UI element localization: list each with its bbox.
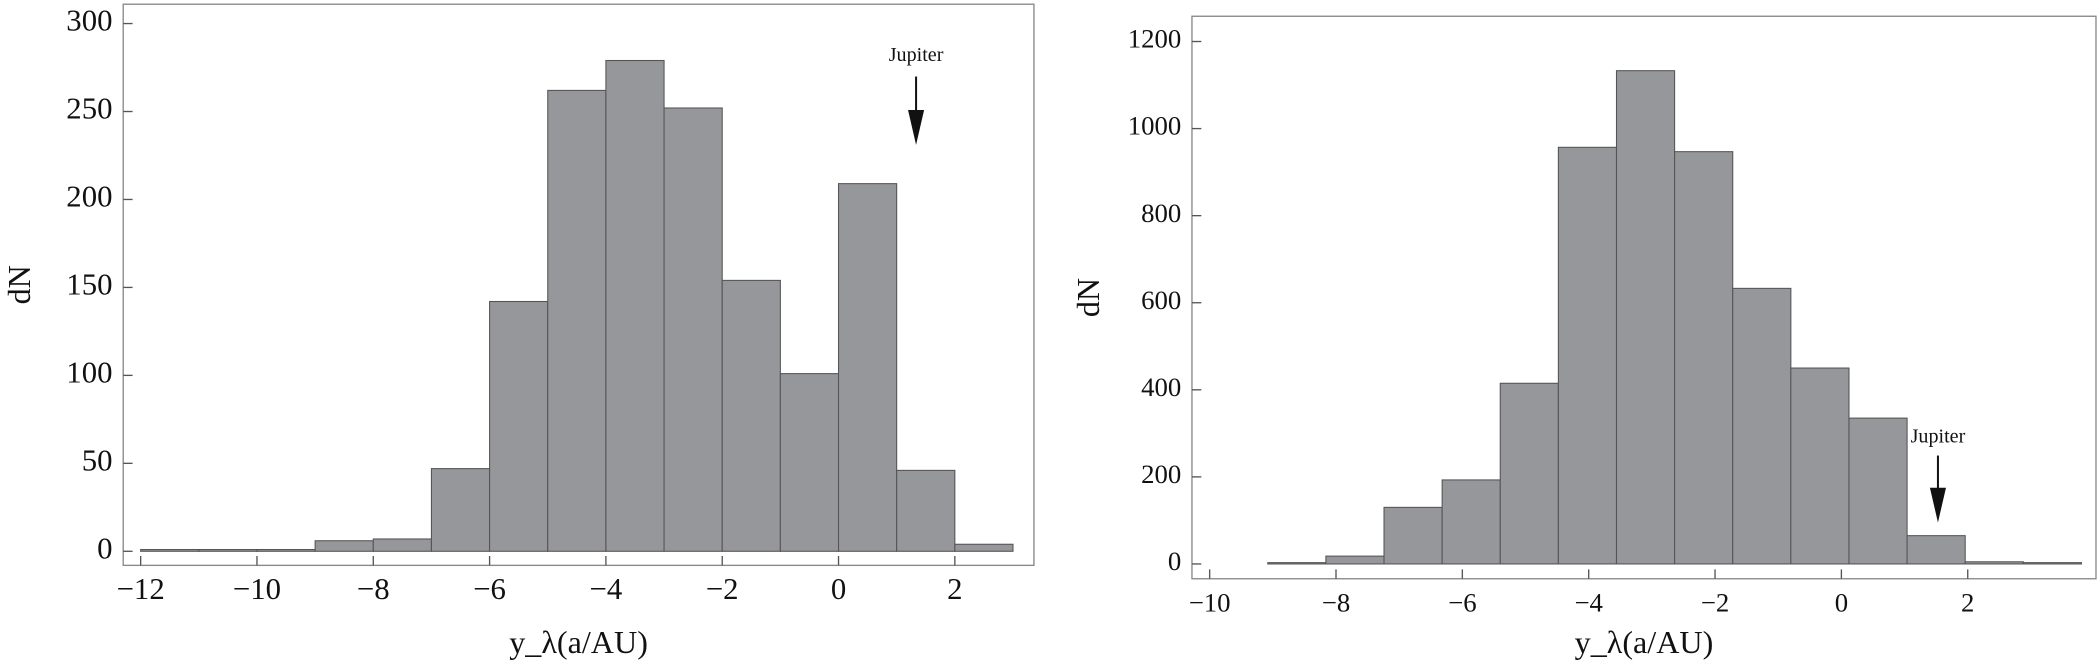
bar	[1325, 555, 1385, 565]
y-tick-label: 0	[97, 531, 112, 565]
y-tick-label: 400	[1141, 372, 1181, 402]
bar	[372, 538, 432, 552]
x-tick-label: −2	[1701, 588, 1729, 618]
bar	[1674, 151, 1734, 565]
x-tick-label: −2	[706, 572, 739, 606]
y-tick-label: 300	[66, 4, 112, 38]
y-tick-label: 50	[82, 443, 113, 477]
bar	[1732, 287, 1792, 565]
bar	[489, 300, 549, 552]
bar	[1441, 479, 1501, 565]
x-tick-label: 2	[947, 572, 962, 606]
bar	[256, 548, 316, 552]
bar	[140, 548, 200, 552]
bar	[1848, 417, 1908, 565]
bar	[1557, 146, 1618, 565]
annotation: Jupiter	[1911, 426, 1966, 448]
bar	[1383, 506, 1443, 565]
y-tick-label: 600	[1141, 285, 1181, 315]
bar	[198, 548, 258, 552]
bar	[547, 89, 607, 552]
y-tick-label: 200	[66, 180, 112, 214]
bar	[1499, 382, 1559, 565]
x-tick-label: −10	[233, 572, 281, 606]
x-tick-label: −6	[1448, 588, 1476, 618]
annotation-arrow-head	[908, 110, 925, 145]
y-tick-label: 250	[66, 92, 112, 126]
bar	[1615, 70, 1676, 565]
annotation-arrow-head	[1929, 487, 1946, 523]
x-tick-label: 0	[831, 572, 846, 606]
y-tick-label: 200	[1141, 459, 1181, 489]
bar	[837, 183, 898, 552]
annotation: Jupiter	[889, 44, 944, 66]
x-tick-label: −10	[1189, 588, 1231, 618]
x-tick-label: −8	[1322, 588, 1350, 618]
bar	[430, 468, 491, 552]
x-tick-label: 2	[1961, 588, 1974, 618]
x-tick-label: −12	[117, 572, 165, 606]
x-axis-label: y_λ(a/AU)	[509, 624, 648, 660]
bar	[954, 543, 1014, 552]
x-axis-label: y_λ(a/AU)	[1575, 624, 1714, 660]
bar	[1267, 562, 1327, 565]
y-axis-label: dN	[1070, 278, 1106, 317]
y-tick-label: 1000	[1128, 111, 1182, 141]
y-tick-label: 150	[66, 267, 112, 301]
bar	[314, 540, 374, 552]
y-axis-label: dN	[1, 265, 37, 304]
x-tick-label: −4	[1574, 588, 1602, 618]
bar	[1790, 367, 1850, 565]
bar	[1964, 561, 2024, 565]
x-tick-label: −6	[473, 572, 506, 606]
bar	[721, 279, 781, 552]
bar	[779, 373, 840, 552]
x-tick-label: −8	[357, 572, 390, 606]
x-tick-label: 0	[1835, 588, 1848, 618]
bar	[896, 469, 956, 552]
y-tick-label: 0	[1168, 546, 1181, 576]
bar	[2022, 562, 2082, 565]
y-tick-label: 1200	[1128, 24, 1182, 54]
y-tick-label: 800	[1141, 198, 1181, 228]
x-tick-label: −4	[590, 572, 623, 606]
y-tick-label: 100	[66, 355, 112, 389]
bar	[663, 107, 723, 552]
bar	[1906, 535, 1966, 565]
plot-frame	[122, 3, 1035, 567]
bar	[605, 59, 665, 552]
plot-frame	[1191, 15, 2097, 580]
